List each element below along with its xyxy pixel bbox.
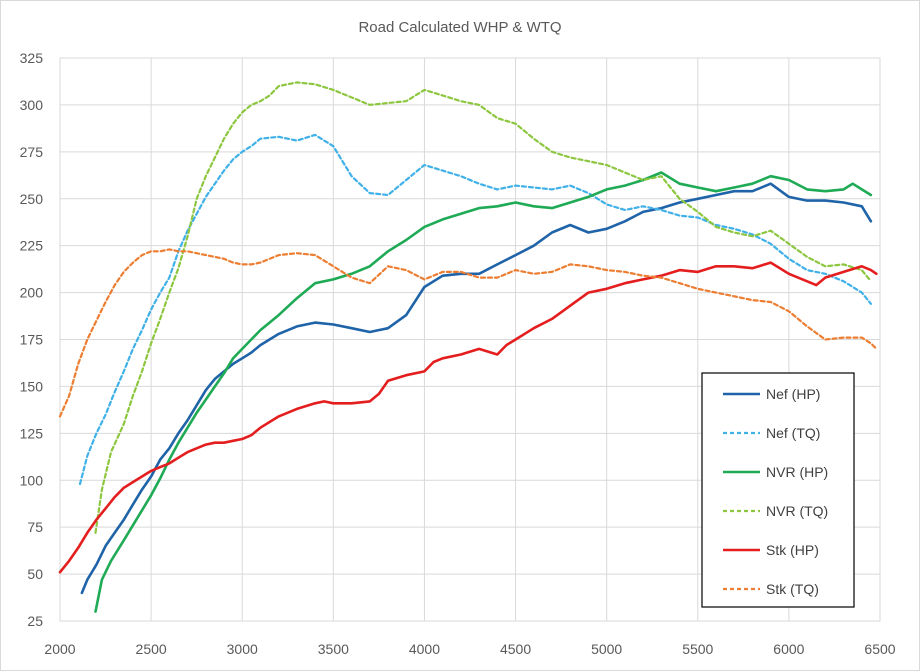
plot-frame	[59, 57, 881, 622]
plot-area	[59, 57, 881, 622]
x-tick-label: 6000	[773, 641, 804, 657]
legend-label-1: Nef (TQ)	[766, 425, 820, 441]
legend-label-0: Nef (HP)	[766, 386, 820, 402]
x-tick-label: 4000	[409, 641, 440, 657]
series-line-1	[78, 133, 872, 486]
y-tick-label: 225	[20, 238, 44, 254]
y-tick-label: 200	[20, 285, 44, 301]
legend-box	[701, 372, 855, 608]
legend-label-3: NVR (TQ)	[766, 503, 828, 519]
legend-label-2: NVR (HP)	[766, 464, 828, 480]
y-tick-label: 25	[27, 613, 43, 629]
series-layer	[58, 81, 878, 613]
y-tick-label: 150	[20, 378, 44, 394]
series-line-2	[94, 171, 873, 613]
series-line-5	[58, 248, 878, 418]
y-tick-label: 50	[27, 566, 43, 582]
y-tick-label: 75	[27, 519, 43, 535]
y-tick-label: 125	[20, 425, 44, 441]
y-tick-label: 325	[20, 50, 44, 66]
y-tick-label: 100	[20, 472, 44, 488]
x-tick-label: 3500	[318, 641, 349, 657]
legend: Nef (HP) Nef (TQ) NVR (HP) NVR (TQ) Stk (HP)…	[701, 372, 855, 608]
x-tick-label: 2000	[44, 641, 75, 657]
legend-label-5: Stk (TQ)	[766, 581, 819, 597]
series-line-4	[58, 261, 878, 574]
legend-label-4: Stk (HP)	[766, 542, 819, 558]
y-tick-label: 275	[20, 144, 44, 160]
x-tick-label: 4500	[500, 641, 531, 657]
y-tick-label: 175	[20, 332, 44, 348]
x-tick-label: 5000	[591, 641, 622, 657]
x-tick-label: 6500	[864, 641, 895, 657]
series-line-0	[80, 182, 873, 595]
y-axis-ticks: 25 50 75 100 125 150 175 200 225 250 275 300 325	[20, 50, 44, 629]
x-tick-label: 2500	[136, 641, 167, 657]
x-axis-ticks: 2000 2500 3000 3500 4000 4500 5000 5500 6000 6500	[44, 641, 895, 657]
x-tick-label: 3000	[227, 641, 258, 657]
y-tick-label: 250	[20, 191, 44, 207]
chart-title: Road Calculated WHP & WTQ	[358, 19, 561, 36]
x-tick-label: 5500	[682, 641, 713, 657]
series-line-3	[94, 81, 872, 534]
y-tick-label: 300	[20, 97, 44, 113]
